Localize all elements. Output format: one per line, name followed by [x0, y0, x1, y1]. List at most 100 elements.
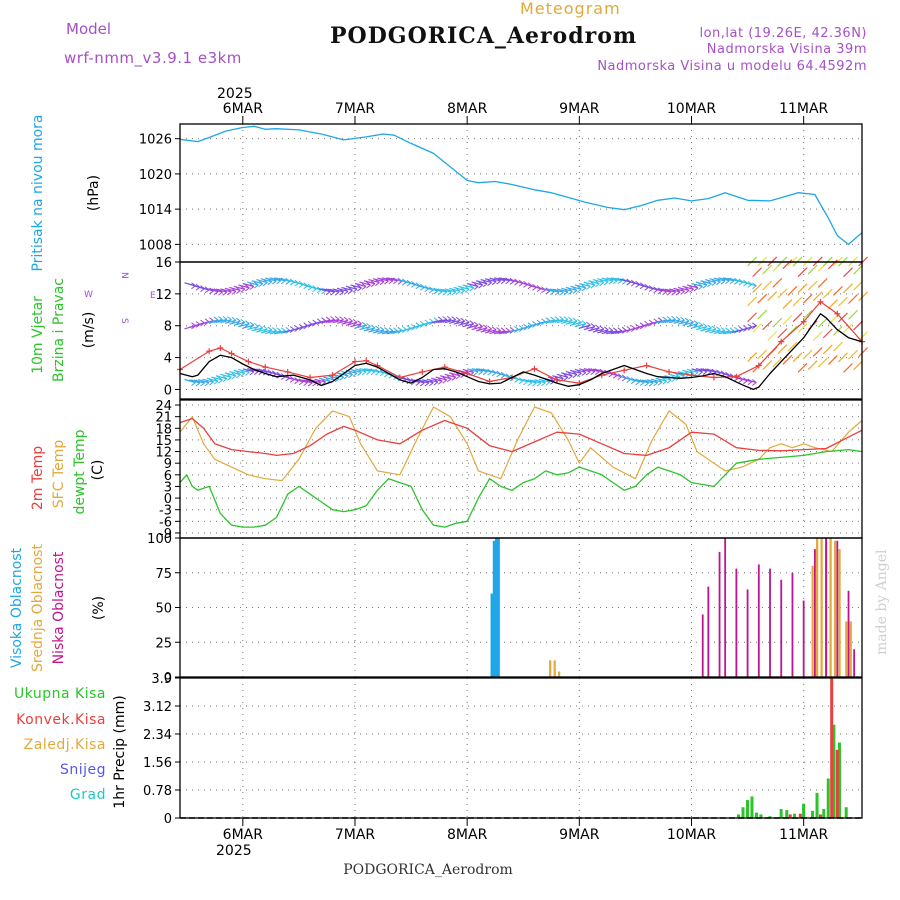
wind-arrow	[440, 288, 452, 293]
wind-arrow-head	[595, 324, 600, 332]
gust-marker	[834, 310, 841, 317]
panel-1: 1008 1014 1020 1026	[139, 124, 862, 262]
gust-marker	[217, 345, 224, 352]
wind-arrow-head	[693, 284, 699, 292]
wind-arrow	[359, 325, 371, 331]
wind-arrow-head	[577, 318, 582, 326]
wind-arrow	[220, 319, 232, 324]
precip-bar	[737, 814, 741, 818]
wind-arrow	[386, 277, 398, 282]
wind-arrow	[570, 321, 582, 326]
wind-arrow	[520, 378, 533, 384]
gust-marker	[351, 358, 358, 365]
wind-arrow-head	[366, 323, 371, 330]
precip-bar	[815, 792, 819, 818]
wind-arrow	[449, 319, 461, 324]
wind-arrow	[471, 281, 483, 286]
gust-marker	[817, 298, 824, 305]
wind-arrow	[431, 319, 443, 324]
wind-arrow	[646, 379, 658, 384]
precip-bar	[741, 807, 745, 818]
wind-arrow	[498, 277, 510, 282]
wind-arrow	[224, 372, 237, 377]
wind-arrow	[579, 324, 591, 329]
wind-arrow	[838, 352, 848, 363]
wind-arrow-head	[595, 280, 600, 288]
wind-arrow	[547, 318, 560, 324]
wind-label-1: 10m Vjetar	[30, 296, 46, 374]
wind-arrow	[565, 320, 578, 325]
wind-arrow	[440, 318, 452, 323]
wind-arrow	[659, 288, 672, 293]
wind-arrow-head	[348, 371, 353, 378]
wind-arrow-head	[352, 318, 358, 326]
ytick-label: 0	[164, 671, 172, 686]
wind-arrow	[467, 324, 479, 329]
wind-arrow	[197, 379, 210, 384]
ytick-label: 21	[155, 411, 172, 426]
wind-arrow	[489, 277, 501, 282]
wind-arrow-head	[702, 281, 708, 289]
day-label-top: 11MAR	[779, 101, 828, 117]
temp-label-2: SFC Temp	[51, 440, 67, 509]
wind-arrow	[597, 329, 609, 334]
wind-arrow	[782, 315, 793, 325]
wind-arrow	[206, 377, 219, 382]
wind-arrow	[848, 293, 858, 304]
wind-arrow	[377, 329, 389, 335]
wind-arrow	[314, 378, 326, 383]
wind-arrow	[843, 363, 853, 373]
wind-arrow	[354, 324, 367, 329]
wind-arrow	[659, 318, 672, 324]
wind-arrow	[233, 369, 245, 374]
wind-arrow	[444, 319, 456, 324]
wind-arrow	[354, 368, 367, 373]
day-label-top: 9MAR	[559, 101, 600, 117]
wind-arrow-head	[707, 324, 712, 332]
pressure-unit: (hPa)	[86, 175, 102, 211]
wind-arrow	[695, 368, 708, 373]
wind-arrow	[637, 379, 649, 384]
wind-arrow	[242, 282, 254, 288]
wind-arrow	[843, 267, 853, 278]
wind-arrow	[251, 280, 263, 285]
wind-arrow	[386, 330, 398, 335]
credit: made by Angel	[874, 549, 890, 655]
cloud-label-3: Niska Oblacnost	[51, 551, 67, 664]
wind-arrow	[350, 323, 362, 328]
wind-arrow-head	[254, 323, 259, 330]
ytick-label: 3.9	[151, 672, 172, 687]
panel-5: 0 0.78 1.56 2.34 3.12 3.9	[143, 672, 862, 827]
wind-arrow	[817, 317, 828, 328]
wind-arrow	[812, 291, 823, 302]
ytick-label: 1026	[139, 133, 172, 148]
wind-arrow	[458, 321, 470, 326]
wind-arrow	[484, 329, 497, 334]
wind-arrow	[797, 267, 808, 278]
wind-arrow	[462, 284, 474, 289]
ytick-label: 24	[155, 399, 172, 414]
cloud-bar	[558, 671, 561, 677]
wind-arrow-head	[572, 371, 578, 378]
cloud-bar	[724, 538, 727, 677]
precip-legend-1: Ukupna Kisa	[14, 686, 106, 702]
wind-arrow	[664, 288, 676, 293]
precip-bar	[830, 678, 834, 818]
wind-arrow	[475, 327, 488, 332]
precip-legend-2: Konvek.Kisa	[16, 712, 106, 728]
wind-arrow	[475, 368, 488, 373]
wind-arrow-head	[752, 379, 757, 386]
dewpt-line	[179, 448, 863, 528]
wind-arrow-head	[213, 377, 219, 385]
wind-arrow	[381, 330, 394, 335]
precip-bar	[818, 814, 822, 818]
wind-arrow-head	[245, 284, 250, 292]
wind-arrow	[747, 312, 758, 323]
wind-arrow	[265, 329, 277, 335]
wind-arrow	[752, 322, 763, 333]
wind-arrow	[695, 281, 708, 286]
day-label-bottom: 6MAR	[223, 827, 264, 843]
wind-arrow	[762, 320, 773, 331]
wind-arrow	[807, 264, 818, 275]
wind-arrow-head	[707, 280, 712, 288]
